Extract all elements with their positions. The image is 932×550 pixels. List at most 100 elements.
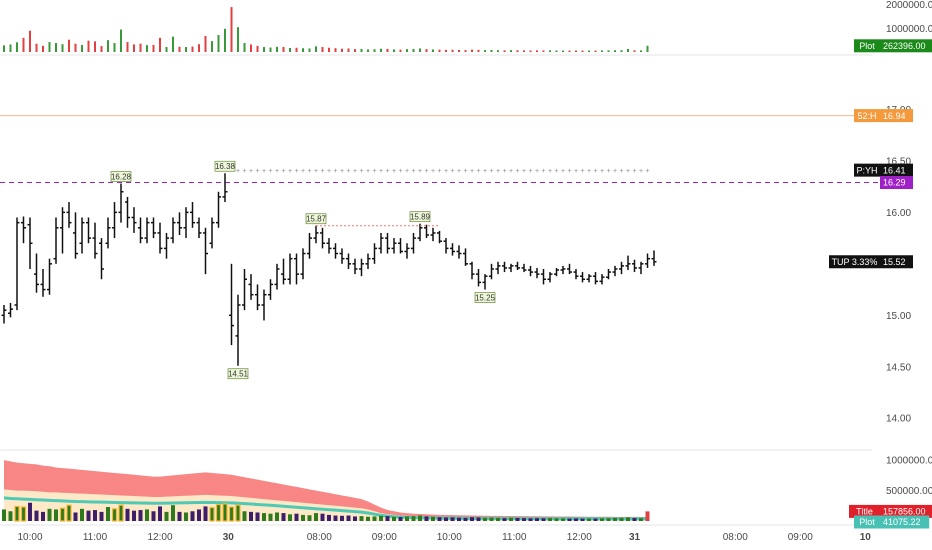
top-volume-bar [295,47,298,52]
top-volume-bar [55,43,57,52]
dotted-level-mark: + [626,168,630,175]
ohlc-bar [99,238,104,280]
top-volume-bar [237,27,239,52]
bottom-volume-bar [509,517,513,521]
ohlc-bar [346,253,351,269]
ohlc-bar [268,279,273,300]
tag-value: 41075.22 [883,517,921,527]
dotted-level-mark: + [515,168,519,175]
top-volume-bar [35,43,38,52]
ohlc-bar [638,261,644,275]
label-text: 15.87 [306,215,327,224]
tag-title-bg [854,515,880,529]
bottom-volume-bar [314,513,318,521]
label-text: 14.51 [228,370,249,379]
bottom-volume-bar [320,513,325,521]
tag-title: TUP 3.33% [832,257,878,267]
top-volume-bar [22,37,25,52]
ohlc-bar [326,238,332,254]
bottom-volume-bar [548,518,552,521]
dotted-level-mark: + [541,168,545,175]
ohlc-bar [66,202,72,228]
bottom-volume-bar [93,510,97,521]
top-volume-bar [471,49,473,52]
ohlc-bar [86,217,91,244]
top-volume-bar [581,50,584,52]
bottom-volume-bar [613,517,617,521]
bottom-volume-bar [106,507,110,521]
ohlc-bar [27,217,33,269]
top-volume-bar [334,48,337,52]
bottom-volume-bar [405,516,409,521]
bottom-volume-bar [54,509,58,521]
bottom-volume-tick-label: 1000000.00 [886,456,932,467]
ohlc-bar [443,238,449,254]
ohlc-bar [307,232,312,259]
ohlc-bar [53,217,59,264]
axes[interactable]: 10:00 11:00 12:00 30 08:00 09:00 10:00 11:00 12:… [17,0,932,543]
ohlc-bar [580,272,585,283]
top-volume-bar [315,46,317,52]
bottom-volume-bar [554,518,559,521]
bottom-volume-bar [593,518,598,521]
ohlc-bar [463,248,468,266]
ohlc-bar [177,212,182,235]
top-volume-bar [438,49,441,52]
ohlc-bar [144,217,150,244]
bottom-volume-bar [600,518,604,521]
bottom-volume-bar [541,518,546,521]
ohlc-bar [398,238,403,254]
top-volume-bar [542,50,545,52]
bottom-volume-bar [450,517,455,521]
top-volume-bar [198,44,200,52]
candlestick-series[interactable] [1,173,657,366]
tag-title-bg [854,163,880,177]
ohlc-bar [47,258,52,295]
dotted-level-mark: + [359,168,363,175]
dotted-level-mark: + [574,168,578,175]
bottom-volume-bar [171,505,175,521]
dotted-level-mark: + [431,168,435,175]
tag-value-bg [880,163,913,177]
bottom-volume-bar [340,515,344,521]
bottom-volume-bar [41,511,45,521]
top-volume-bar [146,45,148,52]
ohlc-bar [216,191,221,228]
bottom-volume-bar [359,516,364,521]
tag-value: 15.52 [883,257,906,267]
dotted-level-mark: + [327,168,331,175]
ohlc-bar [79,217,85,254]
top-volume-bar [211,41,213,52]
ohlc-bar [1,305,7,324]
dotted-level-mark: + [502,168,506,175]
bottom-volume-bar [8,511,13,521]
ohlc-bar [8,302,13,318]
top-volume-bar [282,47,285,52]
ohlc-bar [274,263,280,290]
plot-tag: Plot 262396.00 [854,39,932,53]
bottom-volume-bar [86,510,91,521]
bottom-volume-bar [215,503,222,522]
ohlc-bar [378,232,384,254]
dotted-level-mark: + [600,168,604,175]
bottom-volume-bar [580,518,585,521]
dotted-level-mark: + [593,168,597,175]
bottom-volume-bar [632,518,637,521]
ohlc-bar [411,232,416,254]
bottom-volume-pane [2,460,650,522]
ohlc-bar [573,268,579,280]
dotted-level-mark: + [353,168,357,175]
ohlc-bar [183,207,189,239]
top-volume-bar [74,43,77,52]
dotted-level-mark: + [268,168,272,175]
top-volume-bar [100,46,103,52]
bottom-volume-bar [20,506,27,522]
bottom-volume-bar [463,517,468,521]
top-volume-bar [107,40,109,52]
bottom-volume-bar [268,513,273,521]
price-tick-label: 14.50 [886,362,911,373]
ohlc-bar [450,243,455,256]
top-volume-bar [126,42,129,52]
ohlc-bar [73,212,78,259]
